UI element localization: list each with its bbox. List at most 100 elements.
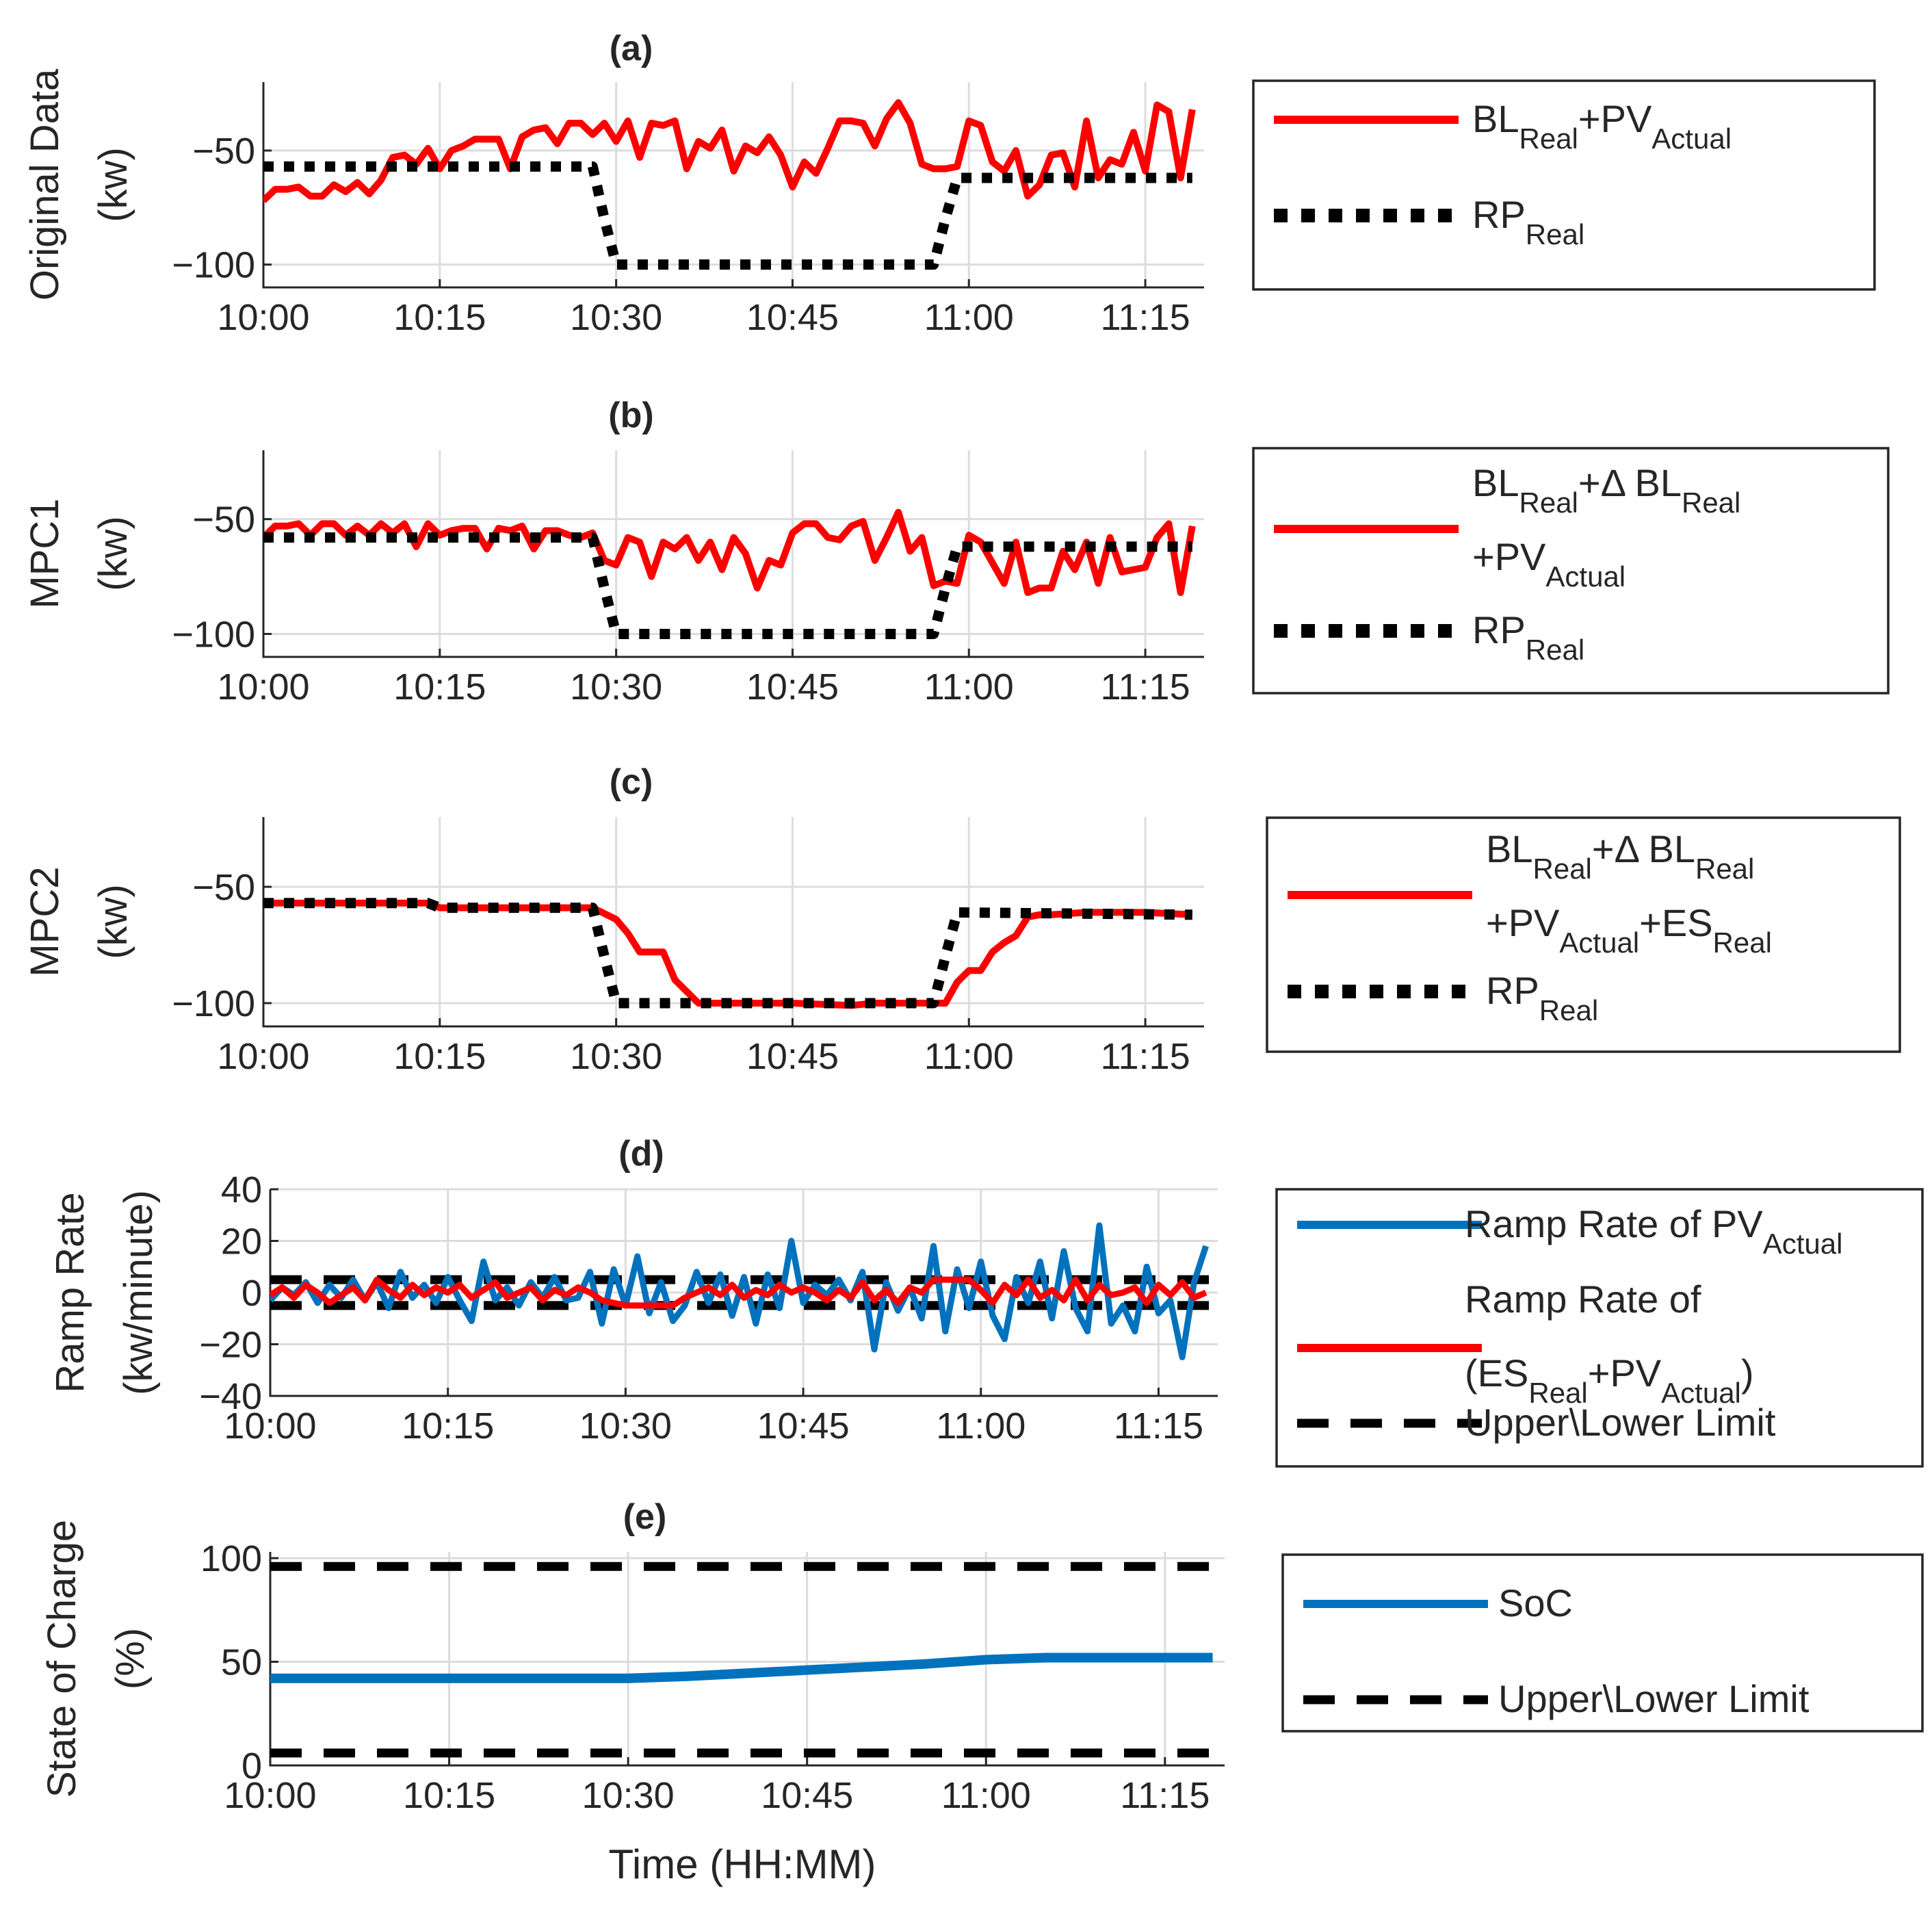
x-tick-label: 10:00: [224, 1775, 316, 1816]
y-tick-label: 40: [221, 1169, 262, 1210]
legend-box: [1252, 447, 1890, 695]
legend-label: RPReal: [1486, 969, 1598, 1026]
x-tick-label: 10:30: [570, 1036, 662, 1077]
legend-e: SoC Upper\Lower Limit: [1281, 1553, 1924, 1733]
y-axis-label: (kw): [91, 884, 135, 959]
y-axis-label: State of Charge: [40, 1520, 84, 1798]
legend-box: [1252, 79, 1876, 291]
x-tick-label: 10:15: [393, 297, 486, 338]
series-line: [263, 99, 1196, 203]
subplot-b: 10:00 10:15 10:30 10:45 11:00 11:15 −50 −100 (b)…: [23, 396, 1890, 708]
legend-label: (ESReal+PVActual): [1465, 1351, 1754, 1409]
x-tick-label: 10:30: [570, 297, 662, 338]
legend-label: BLReal+PVActual: [1472, 97, 1732, 155]
series-line: [270, 1653, 1213, 1683]
subplot-title: (d): [618, 1134, 664, 1174]
y-tick-label: −100: [172, 614, 255, 655]
legend-label: Upper\Lower Limit: [1465, 1401, 1776, 1444]
x-tick-label: 11:15: [1101, 1036, 1190, 1077]
legend-box: [1275, 1188, 1924, 1468]
subplot-title: (b): [608, 396, 653, 435]
subplot-title: (a): [610, 29, 653, 68]
x-tick-label: 10:15: [403, 1775, 495, 1816]
legend-label: Ramp Rate of: [1465, 1278, 1701, 1321]
x-tick-label: 10:00: [217, 297, 309, 338]
y-tick-label: 0: [242, 1746, 262, 1787]
y-tick-label: −100: [172, 245, 255, 286]
subplot-title: (c): [610, 762, 653, 802]
x-tick-label: 10:45: [761, 1775, 853, 1816]
x-tick-label: 11:15: [1120, 1775, 1210, 1816]
series-line: [263, 899, 1193, 1009]
y-axis-label: MPC2: [23, 866, 67, 976]
series-line: [270, 1222, 1209, 1360]
x-tick-label: 10:30: [579, 1405, 672, 1447]
legend-label: Upper\Lower Limit: [1498, 1677, 1810, 1720]
x-tick-label: 11:00: [924, 1036, 1014, 1077]
x-tick-label: 10:45: [746, 1036, 839, 1077]
x-tick-label: 10:30: [570, 666, 662, 708]
y-tick-label: 50: [221, 1642, 262, 1683]
x-axis-label: Time (HH:MM): [608, 1841, 876, 1887]
legend-label: BLReal+Δ BLReal: [1486, 827, 1754, 885]
axes-a: [262, 82, 1204, 289]
series-line: [270, 1276, 1208, 1309]
legend-label: +PVActual: [1472, 535, 1626, 593]
legend-box: [1281, 1553, 1924, 1733]
subplot-d: 10:00 10:15 10:30 10:45 11:00 11:15 40 20 0 −20 −4…: [48, 1134, 1924, 1468]
x-tick-label: 10:15: [393, 666, 486, 708]
y-axis-label: (kw): [91, 147, 135, 222]
x-tick-label: 10:00: [224, 1405, 316, 1447]
grid-a: [262, 82, 1204, 287]
legend-label: RPReal: [1472, 608, 1584, 666]
y-tick-label: −50: [192, 500, 255, 541]
legend-a: BLReal+PVActual RPReal: [1252, 79, 1876, 291]
y-axis-label: Ramp Rate: [48, 1192, 92, 1392]
legend-label: Ramp Rate of PVActual: [1465, 1202, 1842, 1260]
series-line: [263, 532, 1192, 639]
subplot-a: 10:00 10:15 10:30 10:45 11:00 11:15 −50 −100 (a)…: [23, 29, 1876, 338]
x-tick-label: 11:00: [936, 1405, 1026, 1447]
series-line: [263, 161, 1192, 270]
y-tick-label: −50: [192, 867, 255, 908]
series-line: [263, 898, 1192, 1009]
grid-c: [262, 817, 1204, 1026]
x-tick-label: 10:15: [402, 1405, 494, 1447]
series-line: [263, 508, 1196, 597]
y-tick-label: −100: [172, 983, 255, 1024]
axes-c: [262, 817, 1204, 1028]
x-tick-label: 10:00: [217, 666, 309, 708]
x-tick-label: 10:30: [582, 1775, 675, 1816]
y-tick-label: −50: [192, 131, 255, 172]
y-tick-label: −40: [199, 1376, 262, 1417]
subplot-e: 10:00 10:15 10:30 10:45 11:00 11:15 100 50 0 (e) S…: [40, 1497, 1924, 1816]
x-tick-label: 11:15: [1114, 1405, 1203, 1447]
x-tick-label: 11:00: [941, 1775, 1031, 1816]
y-axis-label: (kw): [91, 516, 135, 591]
y-axis-label: Original Data: [23, 68, 67, 300]
y-axis-label: (%): [108, 1628, 153, 1689]
x-tick-label: 10:45: [746, 666, 839, 708]
legend-d: Ramp Rate of PVActual Ramp Rate of (ESReal…: [1275, 1188, 1924, 1468]
y-tick-label: 20: [221, 1221, 262, 1262]
y-axis-label: MPC1: [23, 498, 67, 608]
legend-c: BLReal+Δ BLReal +PVActual+ESReal RPReal: [1266, 816, 1901, 1053]
x-tick-label: 10:00: [217, 1036, 309, 1077]
legend-label: RPReal: [1472, 193, 1584, 250]
legend-box: [1266, 816, 1901, 1053]
legend-b: BLReal+Δ BLReal +PVActual RPReal: [1252, 447, 1890, 695]
y-tick-label: 100: [200, 1538, 262, 1579]
y-tick-label: 0: [242, 1273, 262, 1314]
x-tick-label: 10:45: [746, 297, 839, 338]
x-tick-label: 10:45: [757, 1405, 849, 1447]
legend-label: +PVActual+ESReal: [1486, 901, 1772, 959]
x-tick-label: 11:00: [924, 666, 1014, 708]
x-tick-label: 10:15: [393, 1036, 486, 1077]
subplot-c: 10:00 10:15 10:30 10:45 11:00 11:15 −50 −100 (c)…: [23, 762, 1901, 1077]
legend-label: SoC: [1498, 1581, 1573, 1624]
subplot-title: (e): [623, 1497, 667, 1537]
legend-label: BLReal+Δ BLReal: [1472, 461, 1740, 519]
x-tick-label: 11:15: [1101, 666, 1190, 708]
y-axis-label: (kw/minute): [116, 1190, 161, 1395]
